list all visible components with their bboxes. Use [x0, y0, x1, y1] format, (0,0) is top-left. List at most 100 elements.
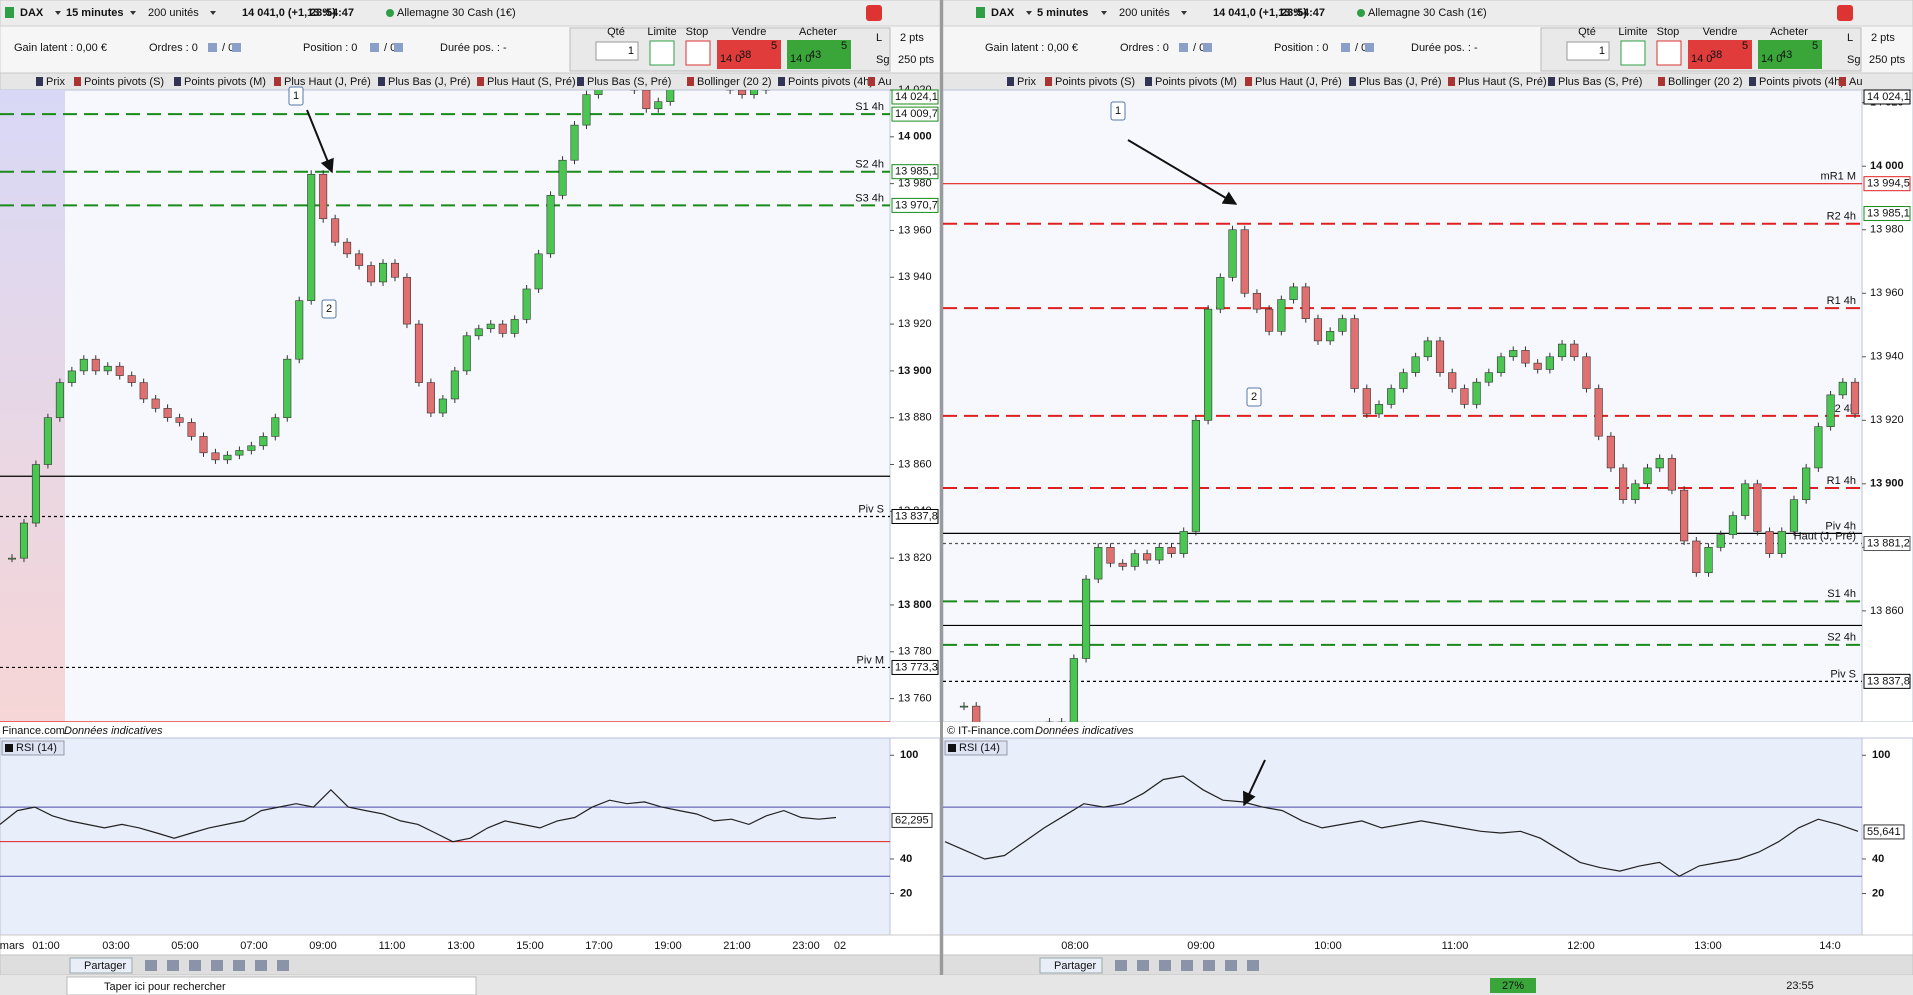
tool-icon[interactable] [1115, 960, 1127, 971]
y-tick-label: 14 000 [898, 131, 932, 143]
x-tick-label: 13:00 [1694, 940, 1722, 952]
account-field: / 0 [1193, 42, 1205, 54]
label: Sg [876, 54, 889, 66]
candle [1692, 540, 1701, 574]
tab-swatch [1145, 77, 1152, 86]
candle [498, 323, 507, 334]
indicator-tab[interactable]: Plus Bas (S, Pré) [587, 76, 671, 88]
x-tick-label: 23:00 [792, 940, 820, 952]
y-tick-label: 13 860 [898, 458, 932, 470]
tool-icon[interactable] [1137, 960, 1149, 971]
tool-icon[interactable] [1225, 960, 1237, 971]
stop-btn[interactable] [685, 40, 711, 66]
x-tick-label: 21:00 [723, 940, 751, 952]
share-button[interactable] [69, 957, 133, 974]
tab-swatch [577, 77, 584, 86]
tool-icon[interactable] [1159, 960, 1171, 971]
tab-swatch [36, 77, 43, 86]
x-tick-label: 03:00 [102, 940, 130, 952]
indicator-tab[interactable]: Points pivots (S) [84, 76, 164, 88]
level-label: S1 4h [855, 101, 884, 113]
quote-big: 38 [1710, 49, 1722, 61]
indicator-tab[interactable]: Bollinger (20 2) [697, 76, 772, 88]
candle [1216, 277, 1225, 310]
level-label: Piv 4h [1825, 520, 1856, 532]
indicator-tab[interactable]: Plus Bas (J, Pré) [388, 76, 471, 88]
tool-icon[interactable] [233, 960, 245, 971]
tab-swatch [1349, 77, 1356, 86]
candle [486, 323, 495, 330]
indicator-tab[interactable]: Plus Haut (J, Pré) [1255, 76, 1342, 88]
indicator-tab[interactable]: Plus Haut (S, Pré) [487, 76, 576, 88]
tool-icon[interactable] [145, 960, 157, 971]
limit-btn[interactable] [649, 40, 675, 66]
indicator-tab[interactable]: Points pivots (M) [1155, 76, 1237, 88]
tab-swatch [868, 77, 875, 86]
limit-btn[interactable] [1620, 40, 1646, 66]
indicator-tab[interactable]: Plus Haut (J, Pré) [284, 76, 371, 88]
share-button[interactable] [1039, 957, 1103, 974]
tab-swatch [687, 77, 694, 86]
candle [462, 335, 471, 372]
tab-swatch [477, 77, 484, 86]
qty: 1 [628, 45, 634, 57]
rsi-tick-label: 100 [1872, 749, 1890, 761]
annotation: 2 [326, 303, 332, 315]
tool-icon[interactable] [255, 960, 267, 971]
indicator-tab[interactable]: Points pivots (4h) [1759, 76, 1844, 88]
indicator-tab[interactable]: Points pivots (S) [1055, 76, 1135, 88]
indicator-tab[interactable]: Au [878, 76, 891, 88]
candle [151, 398, 160, 409]
level-label: S3 4h [855, 192, 884, 204]
tool-icon[interactable] [1181, 960, 1193, 971]
indicator-tab[interactable]: Prix [1017, 76, 1036, 88]
candle [1252, 292, 1262, 310]
quote-small: 14 0 [790, 53, 811, 65]
sell-button[interactable] [717, 40, 781, 69]
qty-input [1566, 41, 1610, 61]
rsi-swatch [5, 744, 13, 752]
y-tick-label: 13 920 [1870, 414, 1904, 426]
tool-icon[interactable] [1247, 960, 1259, 971]
indicator-tab[interactable]: Points pivots (M) [184, 76, 266, 88]
toolbar-field: DAX [991, 7, 1015, 19]
indicator-tab[interactable]: Au [1849, 76, 1862, 88]
indicator-tab[interactable]: Plus Bas (S, Pré) [1558, 76, 1642, 88]
meter-label: 27% [1502, 980, 1524, 992]
tool-icon[interactable] [167, 960, 179, 971]
price: 14 041,0 (+1,13 %) [1213, 7, 1307, 19]
account-field: Ordres : 0 [1120, 42, 1169, 54]
candle [1496, 356, 1506, 373]
candle [642, 90, 651, 110]
search-box[interactable] [66, 976, 477, 995]
taskbar [0, 975, 1913, 995]
indicator-tab[interactable]: Bollinger (20 2) [1668, 76, 1743, 88]
tool-icon[interactable] [277, 960, 289, 971]
tool-icon[interactable] [1203, 960, 1215, 971]
share-label: Partager [84, 960, 127, 972]
label: L [1847, 32, 1853, 44]
x-tick-label: 13:00 [447, 940, 475, 952]
candle [1313, 318, 1323, 342]
dropdown [130, 11, 136, 15]
rsi-title-box [1, 740, 65, 756]
sell-button[interactable] [1688, 40, 1752, 69]
candle [1716, 534, 1725, 548]
tool-icon[interactable] [189, 960, 201, 971]
buy-button[interactable] [787, 40, 851, 69]
indicator-tab[interactable]: Plus Bas (J, Pré) [1359, 76, 1442, 88]
tool-icon[interactable] [211, 960, 223, 971]
buy-button[interactable] [1758, 40, 1822, 69]
candle [91, 358, 100, 372]
candle [163, 408, 172, 419]
tab-swatch [174, 77, 181, 86]
footer: Finance.com [2, 725, 65, 737]
candle [738, 90, 747, 95]
quote-sup: 5 [1742, 40, 1748, 52]
stop-btn[interactable] [1656, 40, 1682, 66]
indicator-tab[interactable]: Plus Haut (S, Pré) [1458, 76, 1547, 88]
annotation-box [1246, 387, 1262, 407]
candle [43, 417, 52, 465]
indicator-tab[interactable]: Prix [46, 76, 65, 88]
indicator-tab[interactable]: Points pivots (4h) [788, 76, 873, 88]
